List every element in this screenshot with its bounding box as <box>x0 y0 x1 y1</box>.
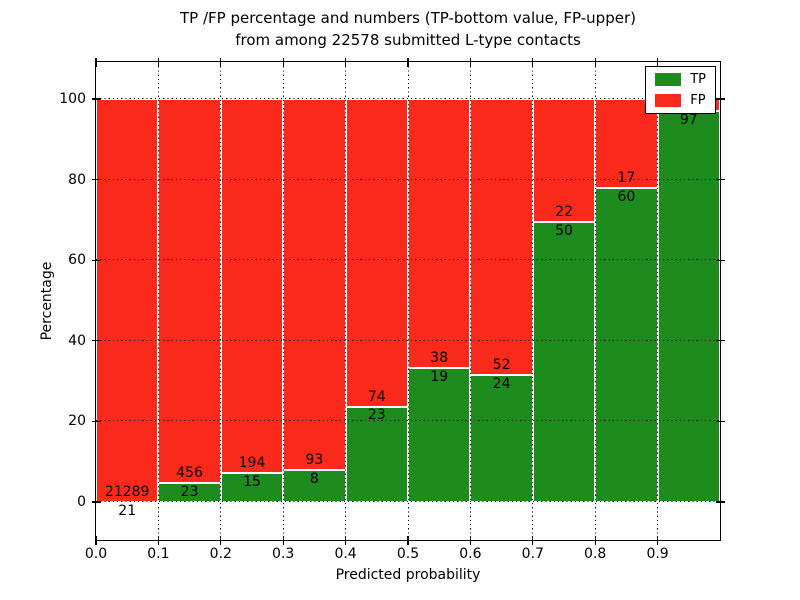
tp-count-label: 24 <box>492 375 511 392</box>
x-tick-mark <box>95 57 97 67</box>
y-tick-mark <box>715 420 725 423</box>
bar-segment-fp <box>470 99 533 375</box>
x-tick-label: 0.3 <box>272 546 295 562</box>
x-tick-mark <box>594 57 596 67</box>
legend-label-tp: TP <box>690 72 706 87</box>
fp-count-label: 22 <box>555 204 573 221</box>
fp-count-label: 194 <box>238 454 266 471</box>
x-tick-label: 0.0 <box>84 546 108 562</box>
y-tick-label: 80 <box>68 171 86 188</box>
x-tick-mark <box>407 535 409 545</box>
x-tick-mark <box>157 535 160 545</box>
y-tick-mark <box>715 340 725 342</box>
legend-entry-tp: TP <box>655 73 706 86</box>
x-tick-mark <box>344 57 347 67</box>
x-tick-label: 0.1 <box>147 546 170 562</box>
bar-segment-fp <box>532 99 596 223</box>
x-tick-mark <box>157 57 160 67</box>
x-tick-mark <box>532 57 534 67</box>
x-tick-mark <box>282 535 284 545</box>
legend: TP FP <box>645 66 716 114</box>
x-tick-label: 0.5 <box>396 546 420 562</box>
x-tick-mark <box>656 535 659 545</box>
chart-title-line1: TP /FP percentage and numbers (TP-bottom… <box>180 9 636 27</box>
tp-count-label: 50 <box>555 223 573 240</box>
fp-count-label: 93 <box>305 452 324 469</box>
chart-title-line2: from among 22578 submitted L-type contac… <box>235 31 581 49</box>
y-tick-mark <box>91 259 101 261</box>
fp-count-label: 21289 <box>104 483 150 500</box>
bar-segment-tp <box>657 111 720 502</box>
bar-segment-tp <box>345 406 408 502</box>
x-tick-label: 0.2 <box>209 546 232 562</box>
tp-count-label: 23 <box>367 407 386 424</box>
y-tick-mark <box>91 178 101 181</box>
y-tick-label: 20 <box>68 413 86 430</box>
tp-count-label: 97 <box>679 112 698 129</box>
x-tick-mark <box>532 535 534 545</box>
tp-count-label: 15 <box>243 473 261 490</box>
y-tick-label: 60 <box>68 252 86 269</box>
y-tick-mark <box>715 178 725 181</box>
tp-count-label: 60 <box>617 189 636 206</box>
bar-segment-fp <box>158 99 221 483</box>
x-tick-label: 0.4 <box>334 546 357 562</box>
x-tick-mark <box>594 535 596 545</box>
x-tick-label: 0.6 <box>459 546 482 562</box>
y-tick-mark <box>715 98 725 100</box>
x-tick-mark <box>220 57 222 67</box>
x-tick-label: 0.7 <box>521 546 544 562</box>
y-tick-mark <box>91 340 101 342</box>
legend-label-fp: FP <box>690 93 706 108</box>
y-tick-mark <box>91 501 101 503</box>
y-tick-label: 40 <box>68 332 86 349</box>
legend-entry-fp: FP <box>655 94 706 107</box>
fp-count-label: 456 <box>176 464 203 481</box>
tp-count-label: 19 <box>430 368 449 385</box>
y-tick-mark <box>715 259 725 261</box>
bar-segment-fp <box>283 99 346 471</box>
fp-count-label: 17 <box>617 170 636 187</box>
plot-area: 21289 21 456 23 194 15 93 8 74 23 38 19 52 24 22 50 17 60… <box>91 57 725 545</box>
y-tick-mark <box>91 420 101 423</box>
tp-count-label: 21 <box>118 502 137 519</box>
y-tick-mark <box>715 501 725 503</box>
bar-segment-tp <box>595 188 658 502</box>
x-tick-mark <box>282 57 284 67</box>
x-axis-label: Predicted probability <box>335 567 481 583</box>
bar-segment-fp <box>96 99 159 502</box>
fp-count-label: 74 <box>367 388 386 405</box>
bar-segment-tp <box>408 367 471 502</box>
tp-count-label: 8 <box>309 471 319 488</box>
fp-count-label: 52 <box>492 356 511 373</box>
tp-count-label: 23 <box>180 483 199 500</box>
bar-segment-fp <box>408 99 471 368</box>
x-tick-mark <box>469 57 472 67</box>
chart-title: TP /FP percentage and numbers (TP-bottom… <box>96 7 720 51</box>
bar-segment-tp <box>470 374 533 502</box>
bar-segment-tp <box>532 222 596 502</box>
tp-swatch-icon <box>655 73 682 86</box>
bar-segment-fp <box>220 99 284 473</box>
x-tick-mark <box>344 535 347 545</box>
y-axis-label: Percentage <box>39 261 55 341</box>
fp-swatch-icon <box>655 94 682 107</box>
x-tick-label: 0.9 <box>646 546 669 562</box>
y-tick-mark <box>91 98 101 100</box>
bar-segment-fp <box>595 99 658 189</box>
fp-count-label: 38 <box>430 349 449 366</box>
y-tick-label: 0 <box>77 494 86 510</box>
x-tick-label: 0.8 <box>584 546 607 562</box>
bar-segment-fp <box>345 99 408 407</box>
bar-segment-tp <box>220 472 284 502</box>
x-tick-mark <box>407 57 409 67</box>
x-tick-mark <box>220 535 222 545</box>
y-tick-label: 100 <box>59 91 86 107</box>
x-tick-mark <box>95 535 97 545</box>
x-tick-mark <box>469 535 472 545</box>
